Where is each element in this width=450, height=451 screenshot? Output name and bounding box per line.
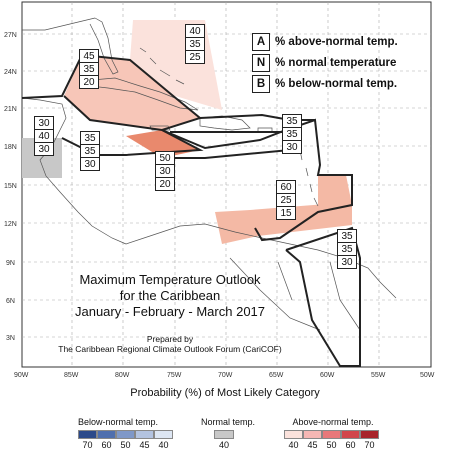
lon-80w: 80W (115, 372, 130, 379)
above-value: 50 (156, 152, 174, 165)
below-swatch-4 (154, 430, 173, 439)
above-value: 30 (35, 117, 53, 130)
legend-below-label: Below-normal temp. (77, 417, 159, 427)
lon-70w: 70W (218, 372, 233, 379)
lon-55w: 55W (371, 372, 386, 379)
below-swatch-0 (78, 430, 97, 439)
above-swatch-3 (341, 430, 360, 439)
above-value: 45 (80, 50, 98, 63)
key-letter-a: A (252, 32, 270, 51)
title-line-1: Maximum Temperature Outlook (79, 272, 261, 287)
above-value: 35 (283, 115, 301, 128)
coastlines (21, 17, 397, 331)
prob-box-hispaniola: 35 35 30 (282, 114, 302, 154)
legend-title: Probability (%) of Most Likely Category (130, 387, 320, 399)
key-text-below: % below-normal temp. (275, 77, 398, 90)
normal-swatch-0 (214, 430, 234, 439)
above-value: 60 (277, 181, 295, 194)
below-value: 20 (83, 76, 95, 88)
below-tick-3: 45 (139, 440, 150, 450)
above-tick-2: 50 (326, 440, 337, 450)
lat-15n: 15N (4, 183, 17, 190)
normal-value: 35 (338, 243, 356, 256)
key-row-above: A % above-normal temp. (252, 31, 398, 52)
key-row-normal: N % normal temperature (252, 52, 398, 73)
above-value: 35 (338, 230, 356, 243)
below-value: 30 (341, 256, 353, 268)
lon-90w: 90W (14, 372, 29, 379)
lon-65w: 65W (269, 372, 284, 379)
lat-12n: 12N (4, 221, 17, 228)
legend-above-label: Above-normal temp. (292, 417, 374, 427)
prob-box-jamaica-south: 50 30 20 (155, 151, 175, 191)
normal-tick-0: 40 (218, 440, 229, 450)
normal-value: 35 (283, 128, 301, 141)
lat-24n: 24N (4, 69, 17, 76)
title-line-2: for the Caribbean (119, 288, 221, 303)
below-swatch-2 (116, 430, 135, 439)
prepared-line-1: Prepared by (146, 334, 194, 344)
key-text-above: % above-normal temp. (275, 35, 398, 48)
above-value: 40 (186, 25, 204, 38)
below-tick-4: 40 (158, 440, 169, 450)
below-tick-0: 70 (82, 440, 93, 450)
lon-50w: 50W (420, 372, 435, 379)
below-swatch-3 (135, 430, 154, 439)
legend-normal-label: Normal temp. (200, 417, 255, 427)
above-tick-4: 70 (364, 440, 375, 450)
above-swatch-4 (360, 430, 379, 439)
lat-27n: 27N (4, 32, 17, 39)
lat-9n: 9N (6, 260, 15, 267)
lon-85w: 85W (64, 372, 79, 379)
axis-labels: 27N 24N 21N 18N 15N 12N 9N 6N 3N 90W 85W… (4, 32, 435, 379)
below-tick-1: 60 (101, 440, 112, 450)
below-value: 30 (286, 141, 298, 153)
below-value: 25 (189, 51, 201, 63)
lat-3n: 3N (6, 335, 15, 342)
lat-21n: 21N (4, 106, 17, 113)
prob-box-lesser-antilles: 60 25 15 (276, 180, 296, 220)
normal-value: 30 (156, 165, 174, 178)
prob-box-central-america: 30 40 30 (34, 116, 54, 156)
prob-box-jamaica-west: 35 35 30 (80, 131, 100, 171)
lon-75w: 75W (167, 372, 182, 379)
below-value: 15 (280, 207, 292, 219)
above-tick-3: 60 (345, 440, 356, 450)
above-value: 35 (81, 132, 99, 145)
normal-value: 40 (35, 130, 53, 143)
prob-box-guianas: 35 35 30 (337, 229, 357, 269)
prepared-by: Prepared by The Caribbean Regional Clima… (0, 334, 340, 354)
prob-box-cuba-west: 45 35 20 (79, 49, 99, 89)
lat-18n: 18N (4, 144, 17, 151)
below-value: 20 (159, 178, 171, 190)
prepared-line-2: The Caribbean Regional Climate Outlook F… (58, 344, 282, 354)
prob-box-bahamas: 40 35 25 (185, 24, 205, 64)
normal-value: 35 (186, 38, 204, 51)
below-swatch-1 (97, 430, 116, 439)
category-key: A % above-normal temp. N % normal temper… (252, 31, 398, 94)
above-swatch-2 (322, 430, 341, 439)
below-tick-2: 50 (120, 440, 131, 450)
map-title: Maximum Temperature Outlook for the Cari… (0, 272, 340, 320)
below-value: 30 (84, 158, 96, 170)
key-text-normal: % normal temperature (275, 56, 397, 69)
key-letter-n: N (252, 53, 270, 72)
key-letter-b: B (252, 74, 270, 93)
normal-value: 35 (80, 63, 98, 76)
normal-value: 35 (81, 145, 99, 158)
above-swatch-0 (284, 430, 303, 439)
key-row-below: B % below-normal temp. (252, 73, 398, 94)
above-tick-1: 45 (307, 440, 318, 450)
lon-60w: 60W (320, 372, 335, 379)
above-tick-0: 40 (288, 440, 299, 450)
below-value: 30 (38, 143, 50, 155)
normal-value: 25 (277, 194, 295, 207)
lat-6n: 6N (6, 298, 15, 305)
title-line-3: January - February - March 2017 (74, 304, 266, 319)
above-swatch-1 (303, 430, 322, 439)
zone-lesser-antilles-east (318, 175, 352, 212)
